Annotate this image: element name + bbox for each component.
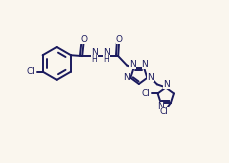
Text: O: O <box>80 35 87 44</box>
Text: N: N <box>163 80 169 89</box>
Text: H: H <box>104 55 109 64</box>
Text: Cl: Cl <box>141 89 150 98</box>
Text: O: O <box>116 35 123 44</box>
Text: N: N <box>91 48 98 57</box>
Text: N: N <box>147 73 154 82</box>
Text: N: N <box>142 60 148 69</box>
Text: N: N <box>123 73 130 82</box>
Text: Cl: Cl <box>160 107 169 116</box>
Text: N: N <box>103 48 110 57</box>
Text: Cl: Cl <box>26 67 35 76</box>
Text: N: N <box>157 102 164 111</box>
Text: H: H <box>91 55 97 64</box>
Text: N: N <box>129 60 136 69</box>
